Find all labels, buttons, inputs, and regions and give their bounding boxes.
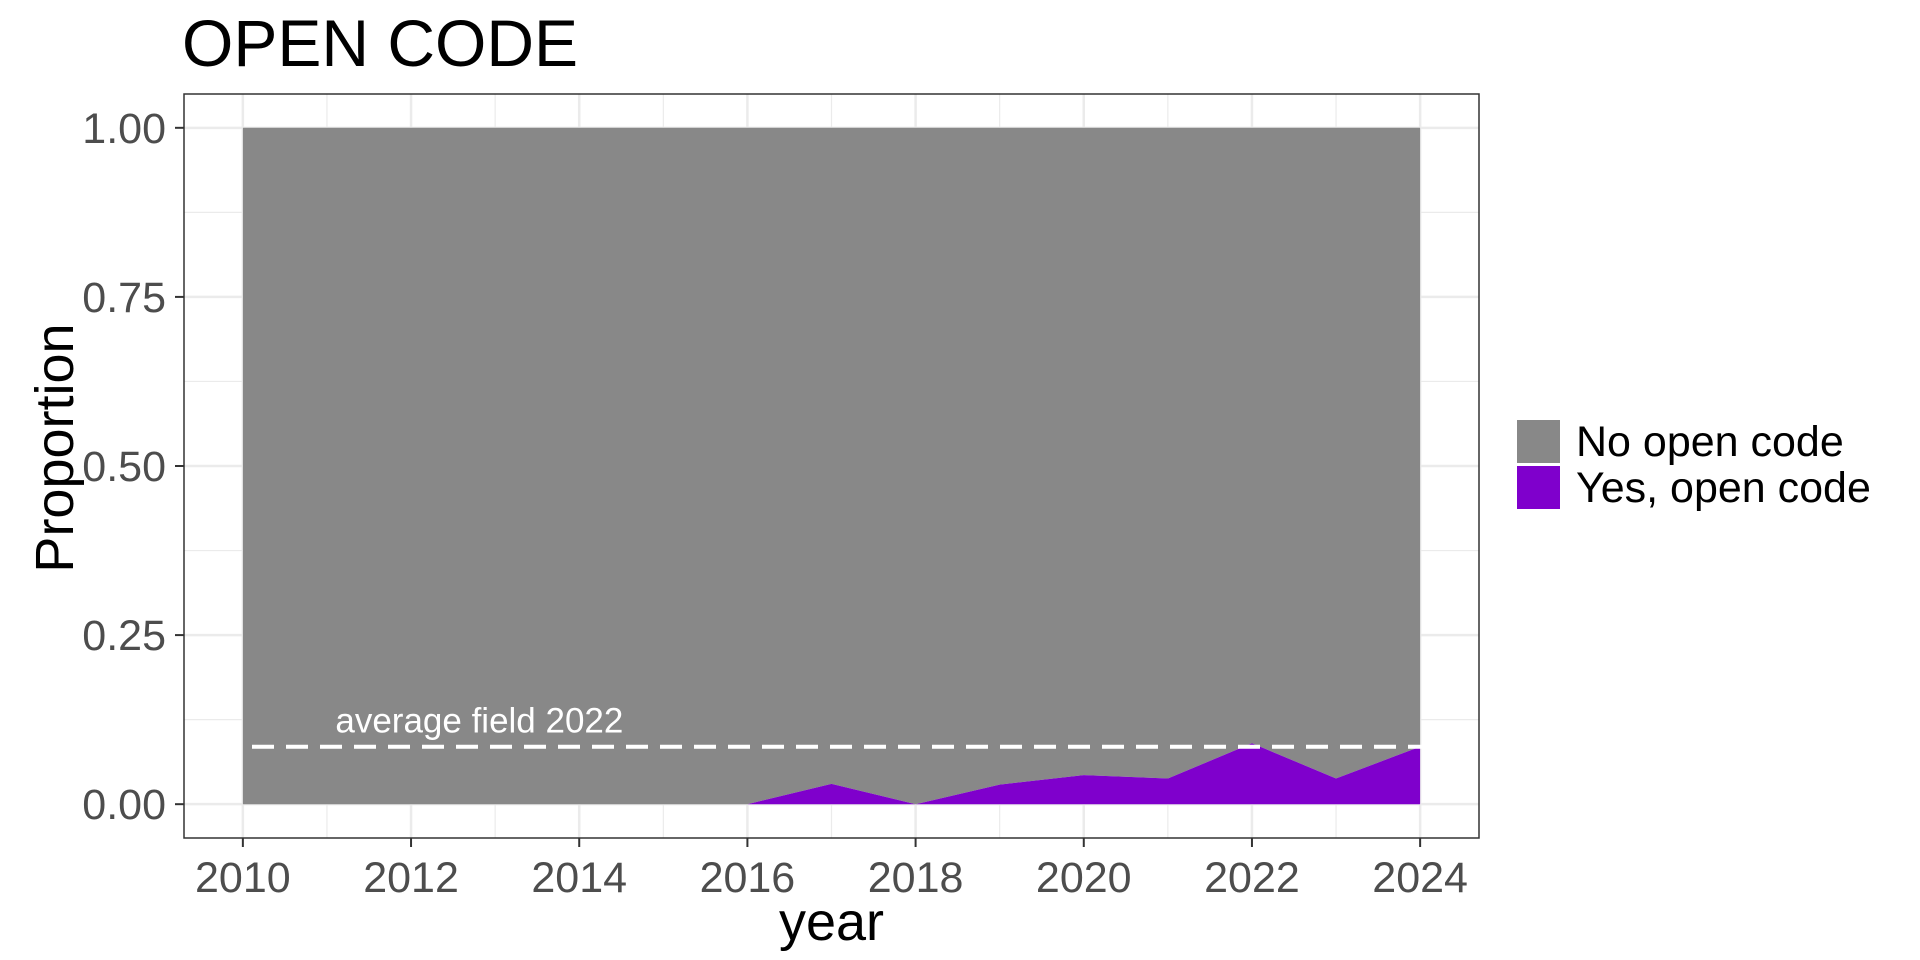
area-yes-open-code <box>242 743 1421 805</box>
legend-label: No open code <box>1576 418 1844 466</box>
y-tick-label: 0.25 <box>82 612 166 660</box>
chart-title: OPEN CODE <box>182 6 578 80</box>
legend-swatch <box>1517 466 1560 509</box>
x-tick-label: 2018 <box>868 854 964 902</box>
x-tick-label: 2022 <box>1204 854 1300 902</box>
reference-line-label: average field 2022 <box>335 702 623 741</box>
y-axis: 0.00 0.25 0.50 0.75 1.00 <box>82 105 184 829</box>
legend-swatch <box>1517 420 1560 463</box>
y-tick-label: 1.00 <box>82 105 166 153</box>
x-tick-label: 2024 <box>1372 854 1468 902</box>
y-tick-label: 0.75 <box>82 274 166 322</box>
area-layer <box>242 127 1421 805</box>
legend-label: Yes, open code <box>1576 464 1871 512</box>
x-tick-label: 2020 <box>1036 854 1132 902</box>
x-tick-label: 2012 <box>363 854 459 902</box>
x-axis-title: year <box>779 892 884 952</box>
area-no-open-code <box>242 127 1421 805</box>
y-tick-label: 0.50 <box>82 443 166 491</box>
x-tick-label: 2010 <box>195 854 291 902</box>
x-tick-label: 2014 <box>531 854 627 902</box>
y-axis-title: Proportion <box>25 323 85 572</box>
y-tick-label: 0.00 <box>82 781 166 829</box>
x-axis: 2010 2012 2014 2016 2018 2020 2022 2024 <box>195 838 1468 902</box>
annotation-layer: average field 2022 <box>184 702 1479 749</box>
x-tick-label: 2016 <box>700 854 796 902</box>
